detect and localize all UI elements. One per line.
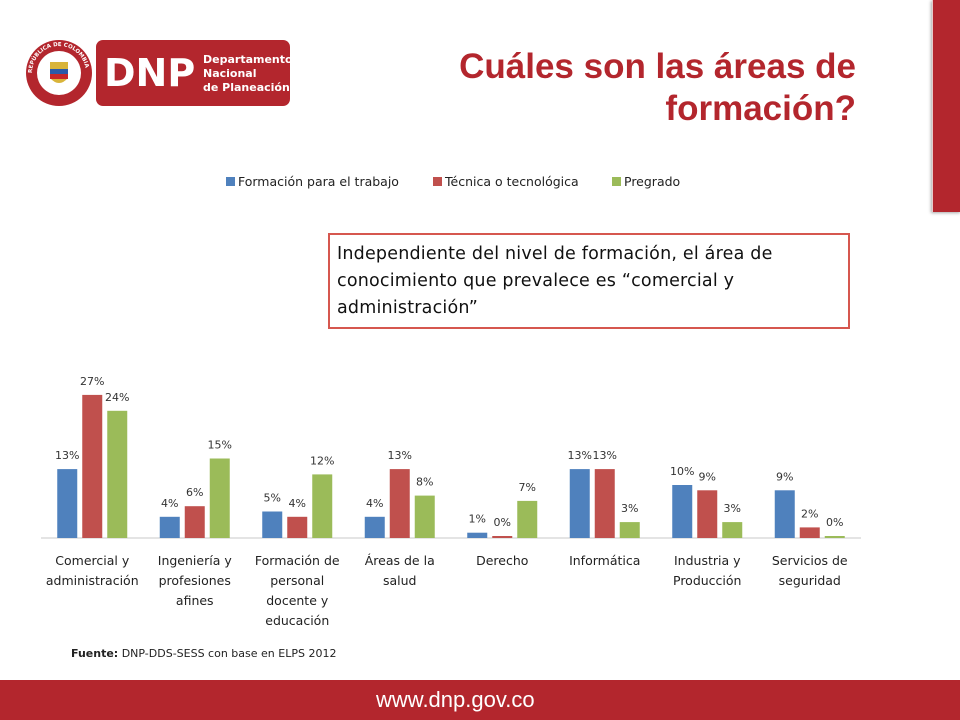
bar-7-2	[697, 490, 718, 538]
category-label-4-2: salud	[383, 573, 417, 588]
category-label-3-3: docente y	[266, 593, 329, 608]
category-label-7-2: Producción	[673, 573, 741, 588]
bar-5-3	[517, 500, 538, 538]
category-label-7-1: Industria y	[674, 553, 741, 568]
data-label-1-2: 27%	[80, 375, 104, 388]
bar-2-3	[209, 458, 230, 538]
bar-4-3	[414, 495, 435, 538]
category-label-5-1: Derecho	[476, 553, 528, 568]
bar-3-1	[262, 511, 283, 538]
bar-8-1	[774, 490, 795, 538]
category-label-3-4: educación	[265, 613, 329, 628]
source-text: DNP-DDS-SESS con base en ELPS 2012	[118, 647, 337, 660]
slide-title: Cuáles son las áreas de formación?	[459, 47, 856, 128]
data-label-2-2: 6%	[186, 486, 203, 499]
data-label-7-3: 3%	[724, 502, 741, 515]
bar-2-1	[159, 516, 180, 538]
data-label-5-2: 0%	[494, 516, 511, 529]
callout-box: Independiente del nivel de formación, el…	[328, 233, 850, 329]
bar-3-2	[287, 516, 308, 538]
bar-7-3	[722, 522, 743, 538]
bar-2-2	[184, 506, 205, 538]
category-label-3-2: personal	[270, 573, 324, 588]
legend-label-2: Técnica o tecnológica	[444, 174, 579, 189]
category-label-2-3: afines	[176, 593, 214, 608]
data-label-4-2: 13%	[388, 449, 412, 462]
bar-7-1	[672, 485, 693, 538]
data-label-3-2: 4%	[289, 497, 306, 510]
category-label-2-1: Ingeniería y	[158, 553, 233, 568]
bar-4-1	[364, 516, 385, 538]
data-label-2-3: 15%	[208, 439, 232, 452]
category-label-4-1: Áreas de la	[365, 553, 435, 568]
bar-4-2	[389, 469, 410, 538]
dnp-logo-graphic: REPÚBLICA DE COLOMBIA DNP Departamento N…	[26, 40, 293, 106]
data-label-7-2: 9%	[699, 470, 716, 483]
data-label-1-1: 13%	[55, 449, 79, 462]
bar-chart-svg: Formación para el trabajo Técnica o tecno…	[41, 174, 861, 628]
bar-6-2	[594, 469, 615, 538]
category-label-1-1: Comercial y	[55, 553, 130, 568]
dnp-logo: REPÚBLICA DE COLOMBIA DNP Departamento N…	[24, 38, 293, 108]
logo-name-line3: de Planeación	[203, 81, 290, 94]
data-label-4-3: 8%	[416, 476, 433, 489]
data-label-5-1: 1%	[469, 513, 486, 526]
data-label-7-1: 10%	[670, 465, 694, 478]
logo-box	[96, 40, 290, 106]
data-label-3-1: 5%	[264, 492, 281, 505]
side-accent-bar	[932, 0, 960, 212]
bar-1-1	[57, 469, 78, 538]
bar-5-2	[492, 536, 513, 538]
logo-name-line1: Departamento	[203, 53, 292, 66]
legend-swatch-1	[226, 177, 235, 186]
data-label-8-2: 2%	[801, 507, 818, 520]
data-label-8-1: 9%	[776, 470, 793, 483]
data-label-6-2: 13%	[593, 449, 617, 462]
bar-5-1	[467, 532, 488, 538]
bar-1-2	[82, 394, 103, 538]
data-label-1-3: 24%	[105, 391, 129, 404]
data-label-3-3: 12%	[310, 454, 334, 467]
bar-1-3	[107, 410, 128, 538]
data-label-5-3: 7%	[519, 481, 536, 494]
category-label-3-1: Formación de	[255, 553, 340, 568]
legend-swatch-3	[612, 177, 621, 186]
category-label-8-1: Servicios de	[772, 553, 848, 568]
bar-3-3	[312, 474, 333, 538]
bar-chart: Formación para el trabajo Técnica o tecno…	[0, 160, 900, 640]
source-note: Fuente: DNP-DDS-SESS con base en ELPS 20…	[71, 647, 336, 660]
legend-label-3: Pregrado	[624, 174, 680, 189]
footer-url[interactable]: www.dnp.gov.co	[376, 687, 535, 712]
data-label-4-1: 4%	[366, 497, 383, 510]
logo-name-line2: Nacional	[203, 67, 257, 80]
data-label-2-1: 4%	[161, 497, 178, 510]
category-label-1-2: administración	[46, 573, 139, 588]
bar-6-1	[569, 469, 590, 538]
category-label-2-2: profesiones	[159, 573, 231, 588]
data-label-6-1: 13%	[568, 449, 592, 462]
logo-acronym: DNP	[104, 51, 195, 95]
bar-8-3	[824, 536, 845, 538]
data-label-8-3: 0%	[826, 516, 843, 529]
legend-label-1: Formación para el trabajo	[238, 174, 399, 189]
legend-swatch-2	[433, 177, 442, 186]
data-label-6-3: 3%	[621, 502, 638, 515]
source-label: Fuente:	[71, 647, 119, 660]
category-label-8-2: seguridad	[779, 573, 841, 588]
footer-bar: www.dnp.gov.co	[0, 680, 960, 720]
category-label-6-1: Informática	[569, 553, 640, 568]
bar-6-3	[619, 522, 640, 538]
bar-8-2	[799, 527, 820, 538]
